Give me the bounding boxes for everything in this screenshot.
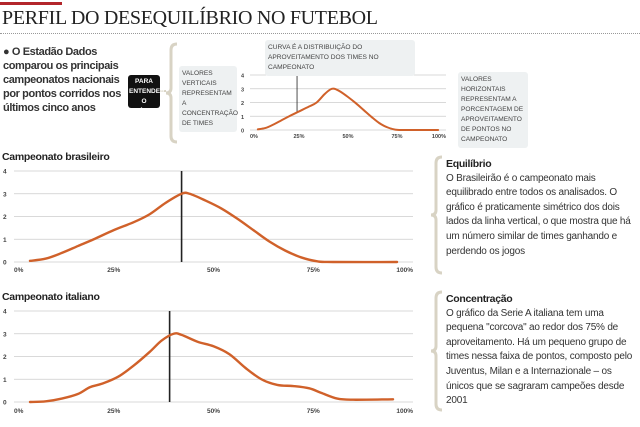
horizontal-values-note: VALORES HORIZONTAIS REPRESENTAM A PORCEN… — [458, 72, 528, 148]
x-tick-label: 100% — [396, 408, 413, 415]
note-text: O Brasileirão é o campeonato mais equili… — [446, 172, 631, 257]
y-tick-label: 2 — [241, 101, 244, 107]
bracket — [430, 290, 443, 412]
note-title: Concentração — [446, 293, 513, 305]
y-tick-label: 3 — [241, 87, 244, 93]
vertical-values-note: VALORES VERTICAIS REPRESENTAM A CONCENTR… — [179, 66, 238, 132]
x-tick-label: 75% — [307, 267, 320, 274]
y-tick-label: 0 — [3, 400, 7, 407]
curve-note: CURVA É A DISTRIBUIÇÃO DO APROVEITAMENTO… — [265, 40, 415, 76]
chart-2: 0 1 2 3 4 0% 25% 50% 75% 100% — [3, 309, 413, 416]
page-title: PERFIL DO DESEQUILÍBRIO NO FUTEBOL — [2, 7, 378, 29]
guide-badge: PARA ENTENDER O GRÁFICO — [128, 75, 165, 115]
x-tick-label: 50% — [207, 267, 220, 274]
x-tick-label: 25% — [107, 267, 120, 274]
x-tick-label: 75% — [307, 408, 320, 415]
x-tick-label: 50% — [207, 408, 220, 415]
bracket — [165, 42, 178, 144]
y-tick-label: 1 — [3, 237, 7, 244]
intro-text: ● O Estadão Dados comparou os principais… — [3, 46, 121, 114]
note-title: Equilíbrio — [446, 158, 492, 170]
note-concentracao: Concentração O gráfico da Serie A italia… — [446, 292, 638, 409]
y-tick-label: 3 — [3, 331, 7, 338]
y-tick-label: 1 — [3, 377, 7, 384]
note-text: O gráfico da Serie A italiana tem uma pe… — [446, 307, 633, 407]
x-tick-label: 0% — [14, 408, 24, 415]
chart-1: 0 1 2 3 4 0% 25% 50% 75% 100% — [3, 169, 413, 275]
accent-bar — [0, 2, 62, 5]
chart-0: 0 1 2 3 4 0% 25% 50% 75% 100% — [241, 66, 446, 140]
x-tick-label: 25% — [293, 134, 304, 140]
chart-title-brasileiro: Campeonato brasileiro — [2, 151, 110, 163]
x-tick-label: 0% — [250, 134, 258, 140]
y-tick-label: 2 — [3, 354, 7, 361]
x-tick-label: 50% — [342, 134, 353, 140]
distribution-curve — [28, 191, 399, 264]
y-tick-label: 2 — [3, 214, 7, 221]
y-tick-label: 4 — [241, 74, 245, 80]
y-tick-label: 1 — [241, 115, 244, 121]
bracket — [430, 155, 443, 275]
y-tick-label: 4 — [3, 169, 7, 176]
divider — [0, 33, 640, 34]
x-tick-label: 75% — [391, 134, 402, 140]
y-tick-label: 0 — [241, 129, 244, 135]
x-tick-label: 25% — [107, 408, 120, 415]
y-tick-label: 0 — [3, 260, 7, 267]
chart-title-italiano: Campeonato italiano — [2, 291, 100, 303]
note-equilibrio: Equilíbrio O Brasileirão é o campeonato … — [446, 157, 638, 259]
x-tick-label: 100% — [432, 134, 446, 140]
x-tick-label: 0% — [14, 267, 24, 274]
y-tick-label: 4 — [3, 309, 7, 316]
distribution-curve — [28, 332, 395, 404]
distribution-curve — [256, 87, 440, 132]
x-tick-label: 100% — [396, 267, 413, 274]
y-tick-label: 3 — [3, 191, 7, 198]
